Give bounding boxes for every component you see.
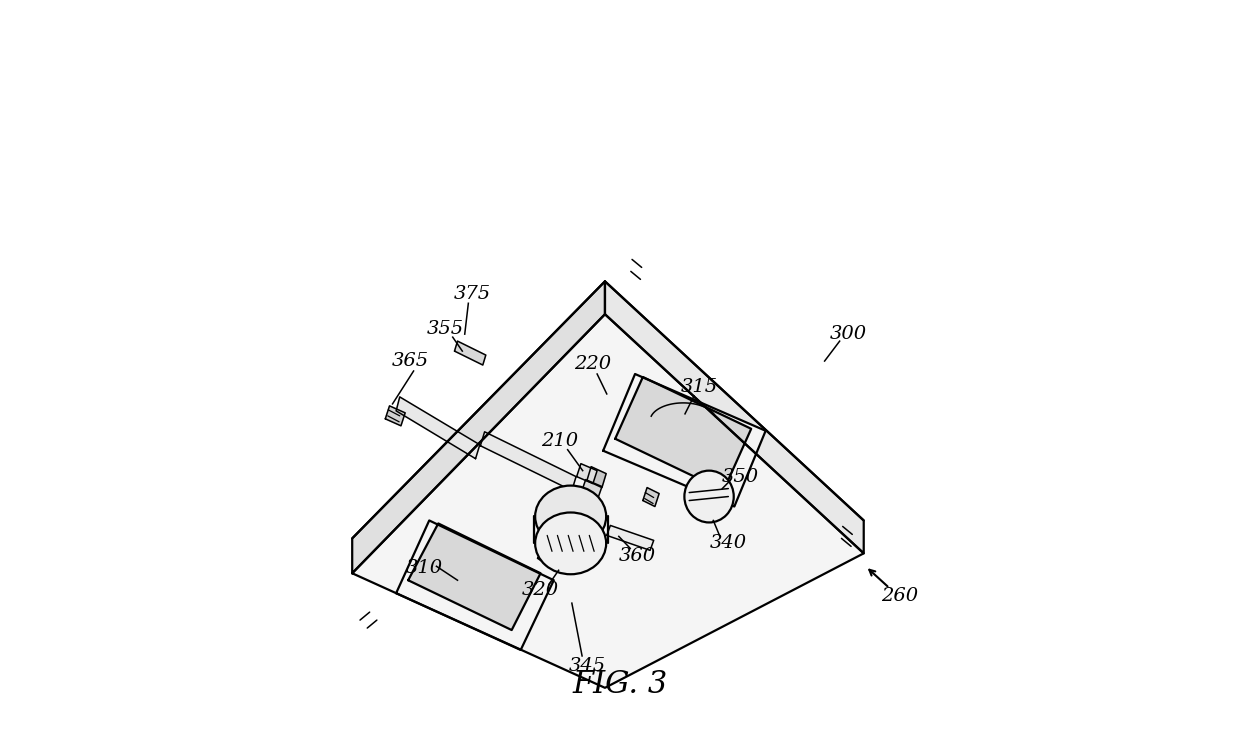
Polygon shape <box>605 282 864 554</box>
Text: 345: 345 <box>568 657 605 675</box>
Text: 340: 340 <box>709 534 746 552</box>
Polygon shape <box>577 464 598 484</box>
Text: 220: 220 <box>574 355 611 373</box>
Text: 210: 210 <box>541 431 578 449</box>
Text: 375: 375 <box>454 285 491 303</box>
Polygon shape <box>386 406 405 426</box>
Polygon shape <box>396 521 554 650</box>
Polygon shape <box>615 377 751 491</box>
Text: 355: 355 <box>427 320 464 338</box>
Polygon shape <box>642 488 660 506</box>
Polygon shape <box>352 315 864 688</box>
Polygon shape <box>547 518 591 551</box>
Text: 365: 365 <box>392 352 429 370</box>
Polygon shape <box>538 546 556 565</box>
Ellipse shape <box>536 512 606 574</box>
Text: 260: 260 <box>882 587 919 605</box>
Text: 360: 360 <box>619 548 656 565</box>
Polygon shape <box>480 431 577 491</box>
Polygon shape <box>408 524 541 630</box>
Polygon shape <box>580 479 601 500</box>
Text: FIG. 3: FIG. 3 <box>573 669 667 700</box>
Text: 320: 320 <box>522 581 559 599</box>
Polygon shape <box>396 397 480 458</box>
Text: 300: 300 <box>830 325 867 343</box>
Ellipse shape <box>684 470 734 523</box>
Polygon shape <box>455 341 486 365</box>
Polygon shape <box>603 374 765 506</box>
Polygon shape <box>352 282 605 573</box>
Polygon shape <box>606 526 653 551</box>
Text: 310: 310 <box>405 560 443 577</box>
Polygon shape <box>587 467 606 488</box>
Ellipse shape <box>536 485 606 548</box>
Text: 315: 315 <box>681 378 718 396</box>
Text: 350: 350 <box>722 467 759 485</box>
